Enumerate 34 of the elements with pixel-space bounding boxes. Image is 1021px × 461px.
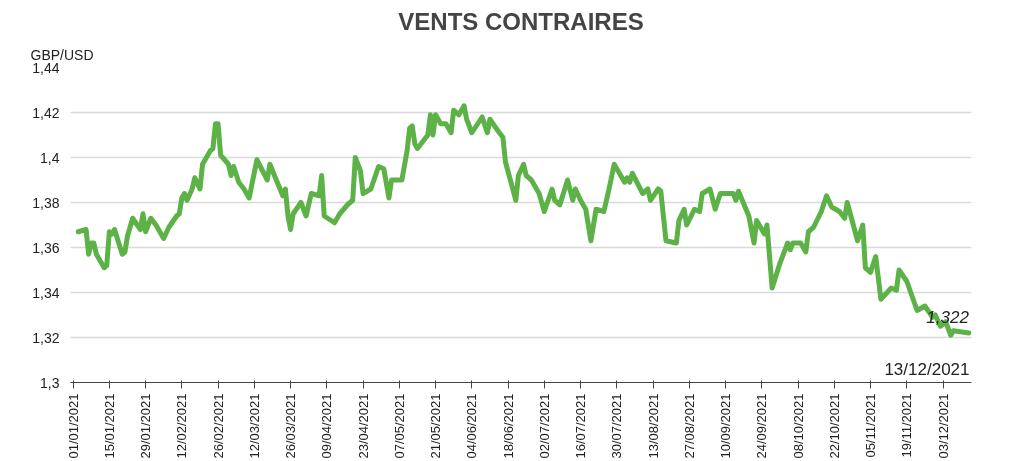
- x-tick-label: 03/12/2021: [935, 393, 951, 459]
- x-tick-label: 07/05/2021: [391, 393, 407, 459]
- y-tick-label: 1,32: [32, 329, 60, 346]
- x-tick-label: 04/06/2021: [464, 393, 480, 459]
- y-tick-label: 1,36: [32, 239, 60, 256]
- x-tick-label: 01/01/2021: [65, 393, 81, 459]
- x-tick-label: 12/02/2021: [174, 393, 190, 459]
- x-tick-label: 13/08/2021: [645, 393, 661, 459]
- y-tick-label: 1,4: [40, 149, 60, 166]
- x-tick-label: 08/10/2021: [790, 393, 806, 459]
- x-tick-label: 30/07/2021: [609, 393, 625, 459]
- x-tick-label: 26/02/2021: [210, 393, 226, 459]
- x-tick-label: 27/08/2021: [681, 393, 697, 459]
- x-tick-label: 23/04/2021: [355, 393, 371, 459]
- x-tick-label: 02/07/2021: [536, 393, 552, 459]
- x-tick-label: 24/09/2021: [754, 393, 770, 459]
- x-tick-label: 29/01/2021: [138, 393, 154, 459]
- x-tick-label: 09/04/2021: [319, 393, 335, 459]
- y-tick-label: 1,42: [32, 104, 60, 121]
- x-tick-label: 22/10/2021: [826, 393, 842, 459]
- x-tick-label: 19/11/2021: [899, 393, 915, 458]
- x-tick-label: 21/05/2021: [428, 393, 444, 459]
- x-tick-label: 26/03/2021: [283, 393, 299, 459]
- x-tick-label: 16/07/2021: [573, 393, 589, 459]
- x-tick-label: 18/06/2021: [500, 393, 516, 459]
- x-tick-label: 15/01/2021: [101, 393, 117, 459]
- chart-title: VENTS CONTRAIRES: [398, 7, 644, 35]
- x-tick-label: 12/03/2021: [246, 393, 262, 459]
- x-tick-label: 10/09/2021: [718, 393, 734, 459]
- x-tick-label: 05/11/2021: [863, 393, 879, 458]
- y-tick-label: 1,34: [32, 284, 60, 301]
- y-tick-label: 1,3: [40, 374, 60, 391]
- annotation: 13/12/2021: [884, 359, 970, 379]
- y-tick-label: 1,38: [32, 194, 60, 211]
